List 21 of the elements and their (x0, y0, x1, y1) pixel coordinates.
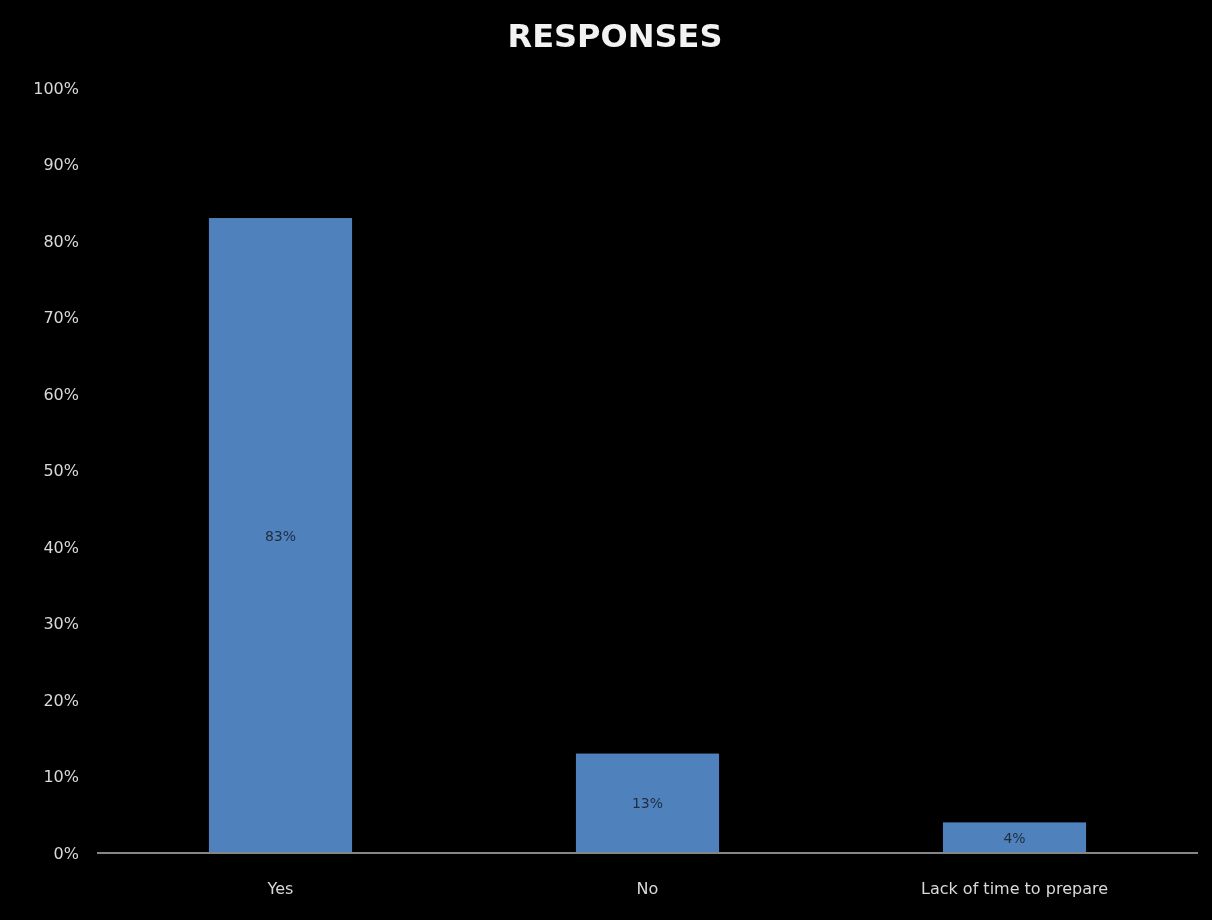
y-tick-label: 70% (43, 308, 79, 327)
bar (575, 753, 720, 853)
y-tick-label: 60% (43, 384, 79, 404)
y-tick-label: 0% (53, 843, 79, 863)
y-tick-label: 50% (43, 461, 79, 480)
x-tick-label: Lack of time to prepare (920, 878, 1109, 898)
data-label: 83% (264, 527, 297, 544)
data-label: 13% (631, 795, 664, 812)
x-tick-label: Yes (266, 878, 294, 898)
y-tick-label: 90% (43, 155, 79, 174)
chart-title: RESPONSES (507, 17, 723, 55)
y-tick-label: 100% (33, 78, 79, 98)
data-label: 4% (1003, 829, 1026, 846)
x-tick-label: No (636, 878, 659, 898)
y-tick-label: 40% (43, 537, 79, 557)
y-tick-label: 10% (43, 767, 79, 786)
bar (942, 822, 1087, 853)
y-tick-label: 20% (43, 690, 79, 710)
y-tick-label: 30% (43, 614, 79, 633)
y-tick-label: 80% (43, 231, 79, 251)
bar (208, 218, 353, 853)
